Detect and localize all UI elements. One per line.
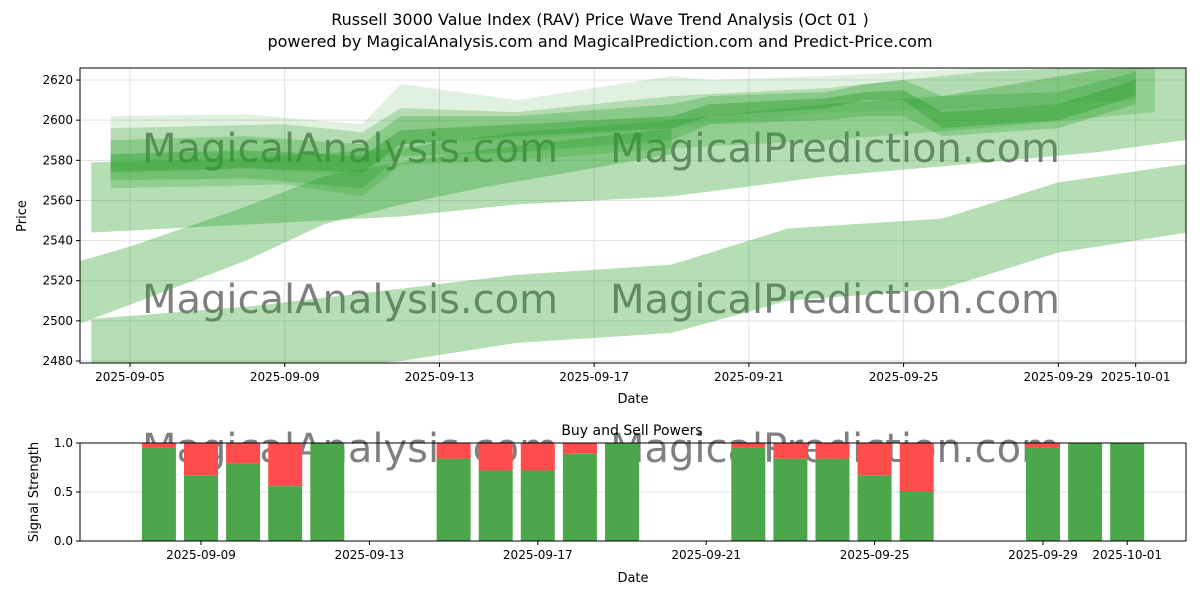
x-tick-label: 2025-10-01 [1101, 370, 1171, 384]
y-tick-label: 0.5 [54, 485, 73, 499]
sell-bar [857, 443, 892, 476]
sell-bar [1026, 443, 1060, 448]
watermark: MagicalPrediction.com [610, 126, 1060, 172]
sell-bar [731, 443, 766, 448]
price-wave-band [91, 68, 1186, 233]
sell-bar [899, 443, 934, 492]
sell-bar [226, 443, 261, 464]
x-tick-label: 2025-09-21 [714, 370, 784, 384]
buy-bar [605, 443, 639, 541]
buy-bar [815, 458, 850, 541]
y-tick-label: 2520 [42, 274, 73, 288]
buy-bar [1068, 443, 1103, 541]
x-tick-label: 2025-09-21 [671, 548, 741, 562]
x-tick-label: 2025-09-29 [1023, 370, 1093, 384]
plot-frame [79, 67, 1187, 364]
sell-bar [268, 443, 303, 487]
buy-bar [226, 463, 261, 541]
buy-bar [268, 486, 303, 541]
buy-bar [1026, 447, 1060, 541]
price-wave-band [110, 80, 1136, 173]
x-tick-label: 2025-09-17 [559, 370, 629, 384]
sell-bar [141, 443, 176, 448]
x-tick-label: 2025-09-05 [95, 370, 165, 384]
x-tick-label: 2025-09-25 [869, 370, 939, 384]
chart-subtitle: powered by MagicalAnalysis.com and Magic… [267, 32, 933, 51]
y-tick-label: 0.0 [54, 534, 73, 548]
x-tick-label: 2025-09-29 [1008, 548, 1078, 562]
y-tick-label: 2600 [42, 113, 73, 127]
x-axis-label: Date [617, 571, 648, 586]
buy-bar [436, 458, 471, 541]
sell-bar [773, 443, 808, 459]
watermark: MagicalAnalysis.com [142, 277, 558, 323]
buy-bar [141, 447, 176, 541]
x-tick-label: 2025-09-13 [405, 370, 475, 384]
sell-bar [478, 443, 513, 471]
x-tick-label: 2025-09-13 [335, 548, 405, 562]
price-wave-band [110, 68, 1136, 177]
sell-bar [436, 443, 471, 459]
buy-bar [857, 475, 892, 541]
sell-bar [815, 443, 850, 459]
y-tick-label: 1.0 [54, 436, 73, 450]
watermark: MagicalAnalysis.com [142, 126, 558, 172]
price-wave-band [80, 128, 672, 324]
price-wave-band [91, 164, 1186, 363]
sell-bar [520, 443, 555, 471]
x-axis-label: Date [617, 392, 648, 407]
buy-bar [899, 492, 934, 541]
buy-bar [520, 470, 555, 541]
buy-bar [731, 447, 766, 541]
price-wave-band [110, 72, 1136, 189]
x-tick-label: 2025-10-01 [1092, 548, 1162, 562]
buy-bar [1110, 443, 1145, 541]
buy-bar [310, 443, 345, 541]
y-tick-label: 2560 [42, 193, 73, 207]
chart-title: Russell 3000 Value Index (RAV) Price Wav… [331, 10, 869, 29]
x-tick-label: 2025-09-25 [840, 548, 910, 562]
y-tick-label: 2620 [42, 73, 73, 87]
subchart-title: Buy and Sell Powers [561, 423, 702, 439]
y-tick-label: 2580 [42, 153, 73, 167]
y-tick-label: 2540 [42, 234, 73, 248]
watermark: MagicalPrediction.com [610, 277, 1060, 323]
buy-bar [562, 453, 597, 541]
y-tick-label: 2500 [42, 314, 73, 328]
x-tick-label: 2025-09-17 [503, 548, 573, 562]
y-axis-label: Price [15, 200, 30, 232]
buy-bar [184, 475, 218, 541]
x-tick-label: 2025-09-09 [166, 548, 236, 562]
price-wave-band [110, 68, 1156, 197]
buy-bar [773, 458, 808, 541]
sell-bar [562, 443, 597, 454]
buy-bar [478, 470, 513, 541]
sell-bar [184, 443, 218, 476]
y-tick-label: 2480 [42, 354, 73, 368]
x-tick-label: 2025-09-09 [250, 370, 320, 384]
y-axis-label: Signal Strength [27, 442, 42, 542]
